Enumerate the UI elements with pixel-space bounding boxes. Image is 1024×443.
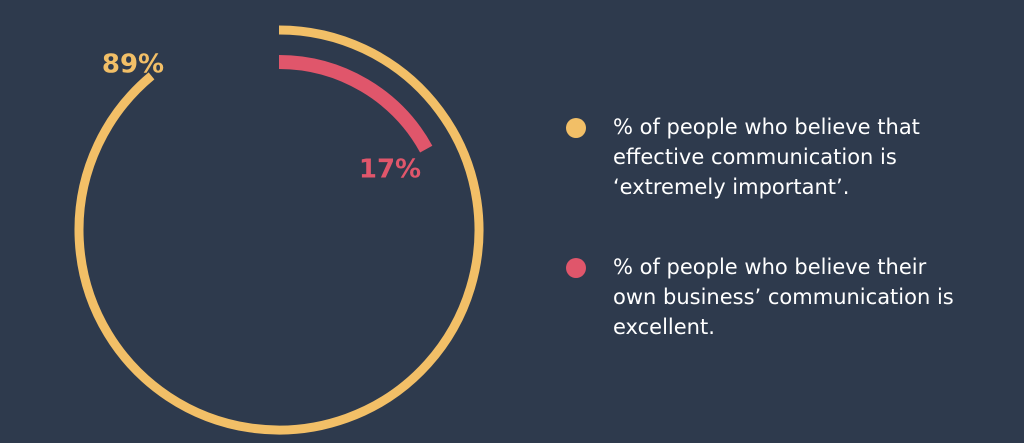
legend-text: % of people who believe their own busine… (613, 255, 954, 339)
legend-item: % of people who believe that effective c… (566, 112, 986, 202)
legend-dot (566, 258, 586, 278)
value-label: 17% (359, 155, 421, 185)
legend-text: % of people who believe that effective c… (613, 115, 920, 199)
arc (278, 55, 433, 153)
legend-item: % of people who believe their own busine… (566, 252, 986, 342)
value-label: 89% (102, 50, 164, 80)
arc (74, 25, 484, 435)
legend-dot (566, 118, 586, 138)
